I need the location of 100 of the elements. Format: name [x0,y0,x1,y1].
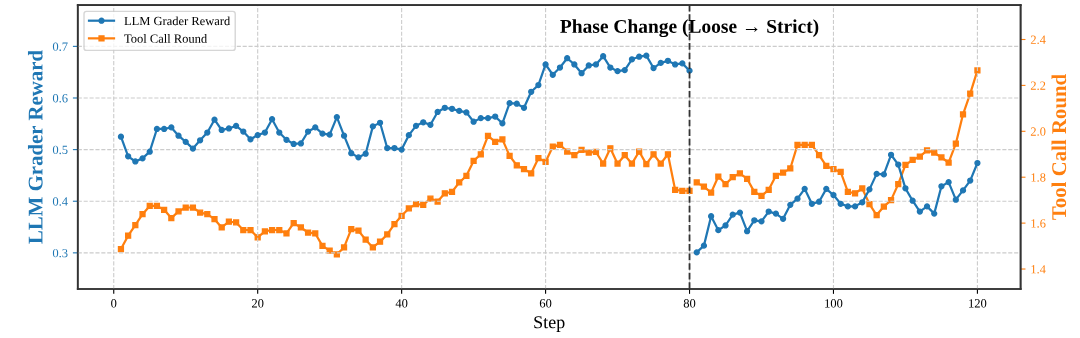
y-axis-title: LLM Grader Reward [27,50,43,244]
point [736,209,744,216]
point [866,200,873,208]
point [808,141,816,148]
point [967,177,974,184]
legend-label: Tool Call Round [124,34,208,43]
point [938,183,945,190]
y-tick-label: 0.6 [52,94,68,103]
x-tick-label: 0 [111,299,117,308]
point [902,161,909,168]
y2-tick-label: 2.0 [1030,127,1046,136]
point [859,185,866,192]
point [967,90,974,97]
point [801,141,808,148]
point [974,159,981,167]
y-tick-label: 0.4 [52,197,68,206]
point [707,213,715,220]
point [952,196,959,203]
point [844,188,851,196]
point [945,159,952,166]
point [945,179,952,186]
point [700,242,708,249]
point [700,183,708,190]
point [823,162,830,170]
point [837,200,844,207]
y2-axis-title: Tool Call Round [1051,74,1067,220]
point [887,151,895,158]
point [743,228,751,235]
point [931,149,938,156]
point [873,211,880,219]
point [916,153,923,160]
y2-tick-label: 1.8 [1031,173,1046,182]
point [851,190,859,197]
point [722,180,729,188]
y-tick-label: 0.3 [52,248,68,258]
x-tick-label: 100 [825,299,843,308]
point [722,222,729,229]
point [837,168,844,176]
point [736,170,744,177]
point [743,175,751,182]
point [779,169,787,176]
y2-tick-label: 1.6 [1031,219,1046,228]
point [794,195,801,202]
y2-tick-label: 2.4 [1030,35,1046,45]
point [959,111,967,118]
x-tick-label: 80 [683,299,696,308]
y2-tick-label: 1.4 [1031,265,1046,274]
point [815,198,823,205]
point [974,67,981,74]
x-tick-label: 60 [539,299,552,308]
y-tick-label: 0.5 [52,145,68,155]
point [931,210,938,217]
x-tick-label: 20 [251,299,264,308]
point [765,186,772,193]
point [859,199,866,206]
legend-label: LLM Grader Reward [124,16,231,26]
point [772,210,780,217]
point [751,217,758,224]
point [779,215,787,222]
y2-tick-label: 2.2 [1030,81,1046,90]
point [866,186,873,193]
point [787,165,794,172]
point [916,208,923,215]
point [808,200,816,207]
point [707,189,715,196]
point [938,154,945,161]
point [729,211,736,218]
x-tick-label: 120 [969,299,987,308]
point [909,156,916,164]
point [844,203,851,210]
ref-line-label: Phase Change (Loose → Strict) [560,19,819,38]
point [880,171,887,178]
point [902,185,909,192]
point [715,173,722,180]
point [693,249,700,256]
point [801,185,808,192]
point [873,170,880,177]
point [823,185,830,192]
point [952,140,959,147]
point [693,179,700,186]
x-tick-label: 40 [395,299,408,308]
point [830,166,837,173]
point [729,174,736,181]
point [758,192,765,199]
point [923,203,931,210]
point [751,188,758,196]
point [880,203,887,210]
x-axis-title: Step [534,316,565,332]
point [959,187,967,194]
point [851,203,859,210]
point [715,227,722,234]
point [765,208,772,215]
point [772,172,780,179]
point [794,141,801,148]
point [895,180,902,188]
point [895,161,902,168]
point [909,197,916,204]
y-tick-label: 0.7 [52,42,68,51]
point [815,152,823,159]
point [758,218,765,225]
